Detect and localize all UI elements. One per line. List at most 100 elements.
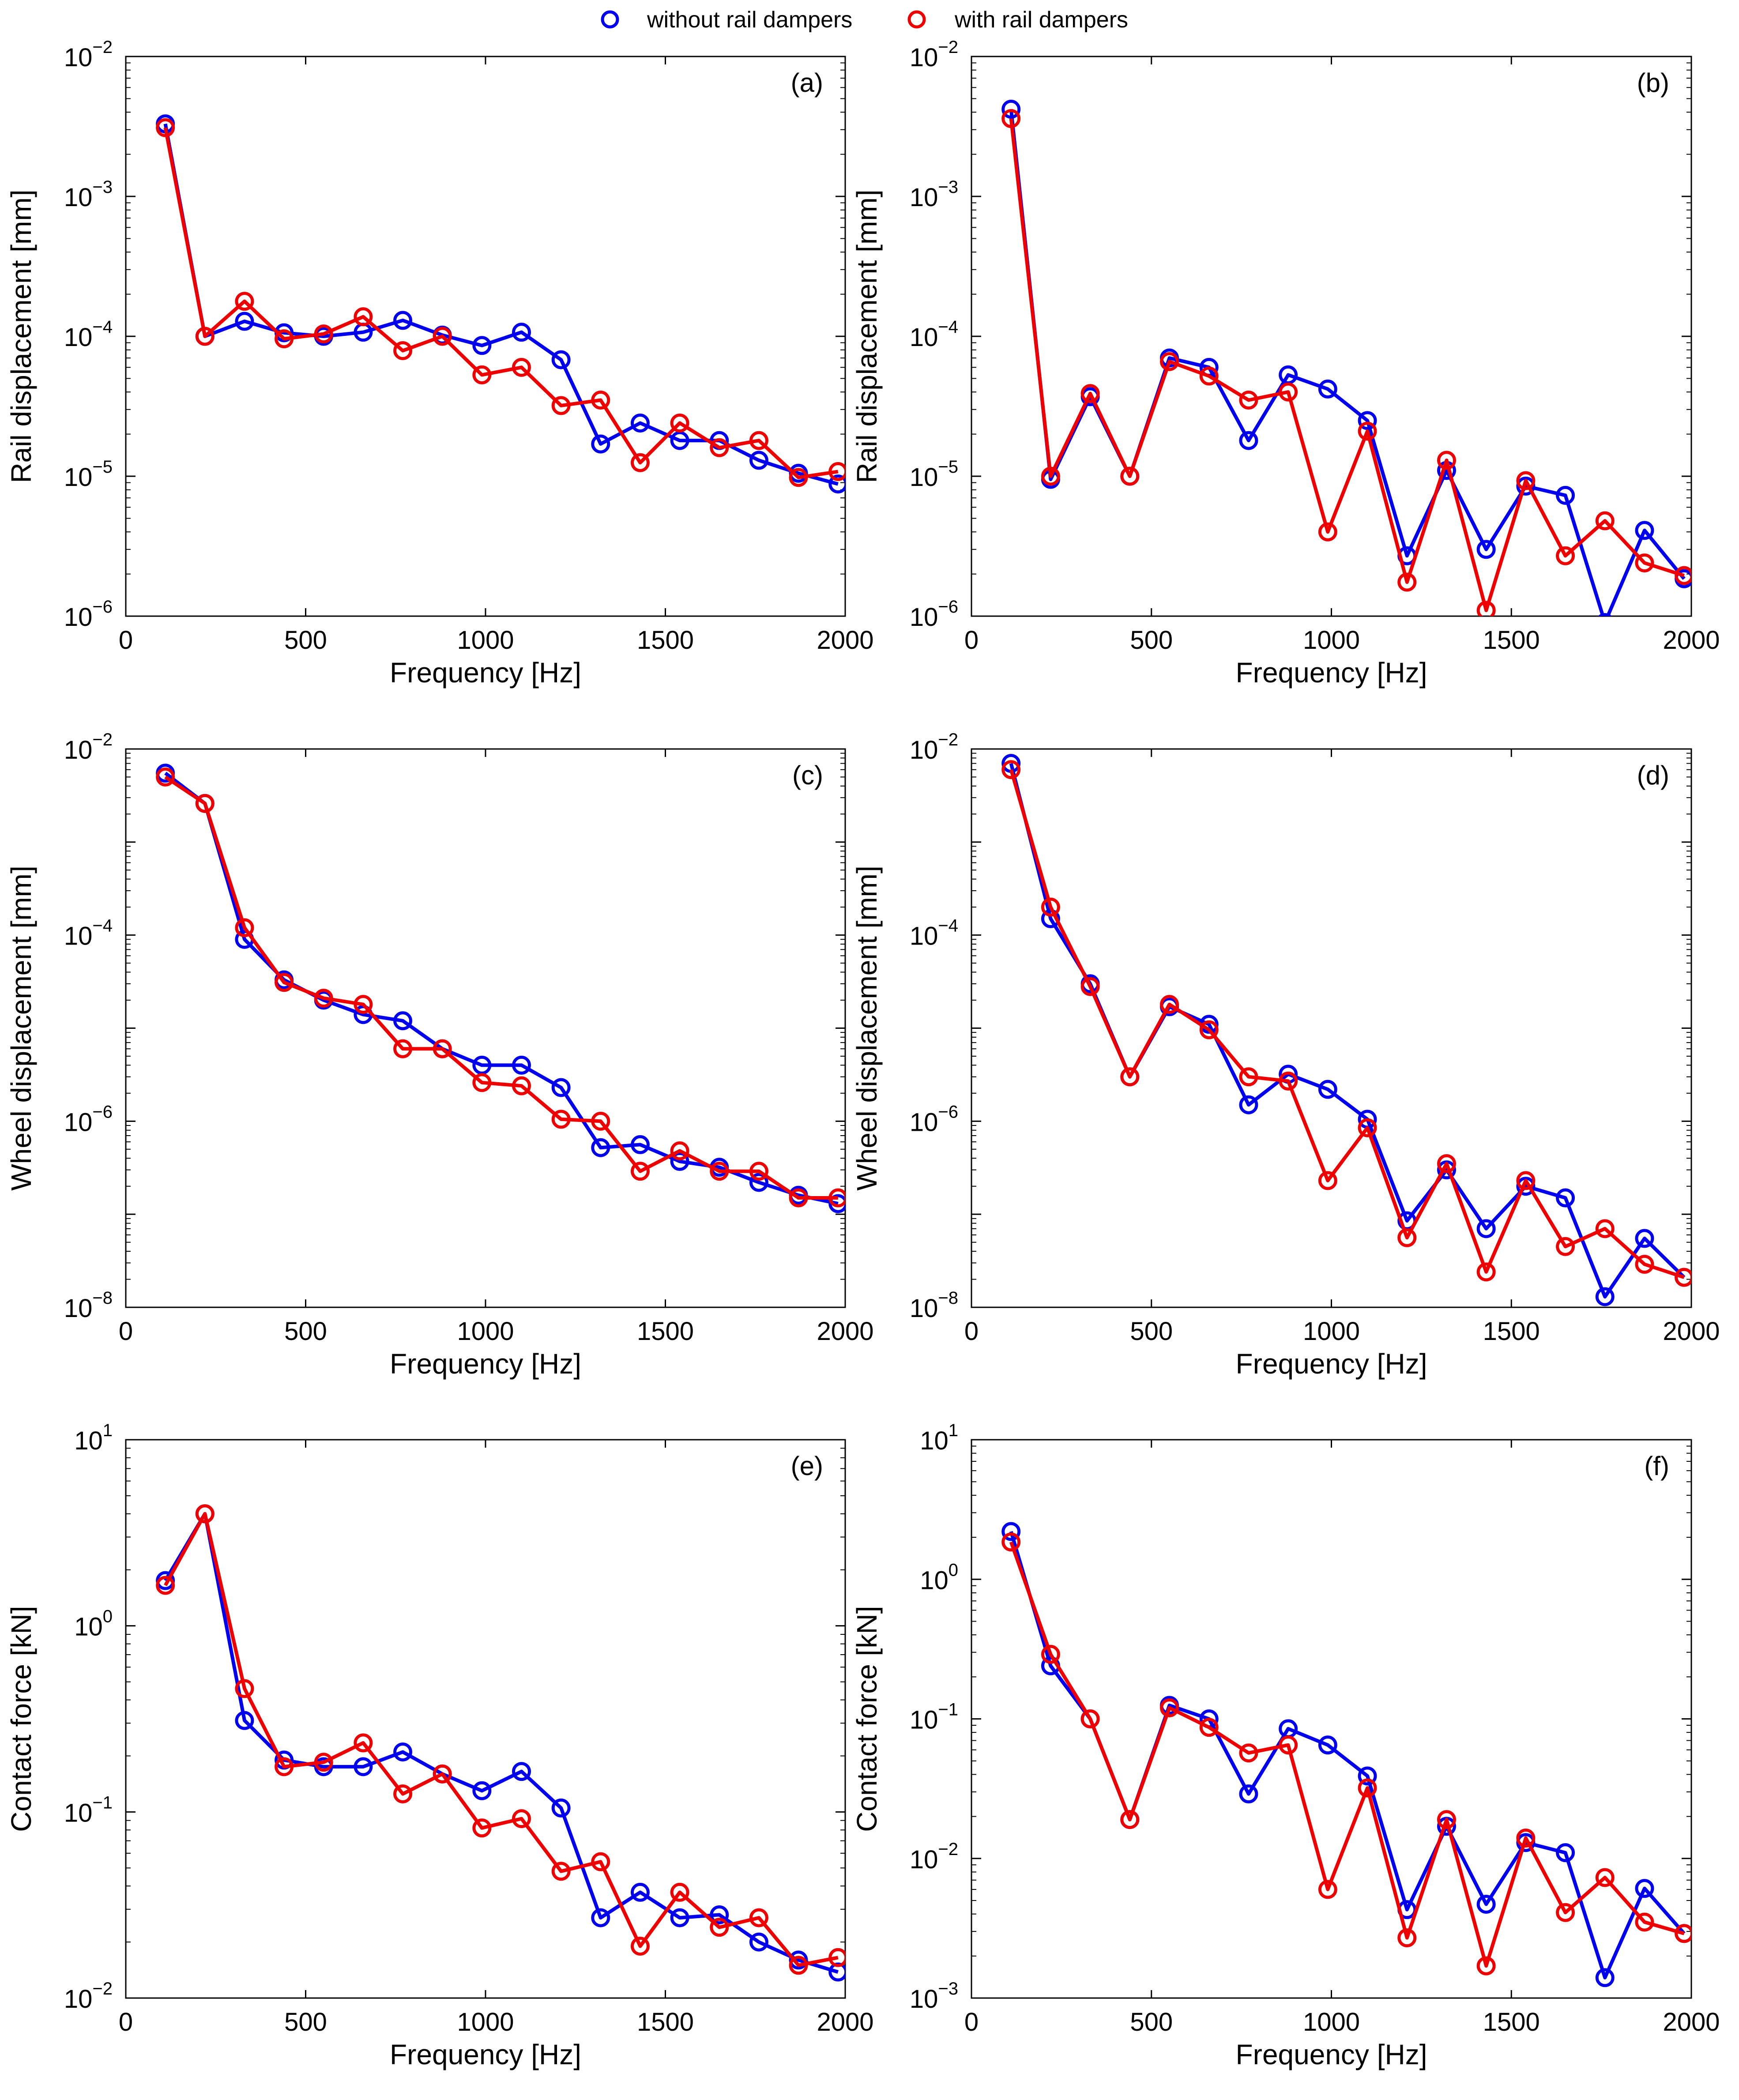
data-point [1437,1154,1456,1173]
data-point [1239,1095,1258,1114]
y-axis-label: Contact force [kN] [5,1606,37,1832]
data-point [1595,1219,1615,1238]
panels: 0 500 1000 1500 200010−610−510−410−310−2Freq… [5,38,1720,2070]
y-tick-label: 10−8 [64,1288,113,1323]
data-point [1199,1718,1219,1737]
data-point [1595,1868,1615,1887]
data-point [1239,431,1258,450]
data-point [472,336,492,355]
data-point [1675,566,1691,585]
panel-label: (f) [1644,1451,1669,1481]
data-point [156,767,175,787]
data-point [1556,1903,1575,1922]
data-point [1001,99,1021,119]
data-point [789,468,808,487]
data-point [275,1757,294,1776]
data-point [591,1138,610,1157]
y-tick-label: 101 [74,1421,113,1455]
data-point [670,1152,689,1171]
x-tick-label: 0 [964,2008,979,2036]
data-point [195,1504,215,1524]
x-tick-label: 1500 [1483,2008,1540,2036]
data-point [1120,467,1140,486]
y-tick-label: 100 [920,1560,958,1595]
data-point [551,1078,571,1097]
data-point [354,307,373,327]
data-point [1199,366,1219,386]
data-point [393,1742,413,1761]
data-point [1279,382,1298,402]
series-without-dampers [1001,754,1691,1306]
y-axis-label: Rail displacement [mm] [851,189,883,483]
y-tick-label: 10−5 [910,457,958,492]
data-point [591,1852,610,1871]
x-tick-label: 500 [1130,1317,1173,1346]
data-point [393,1011,413,1031]
data-point [275,973,294,992]
x-tick-label: 2000 [817,2008,873,2036]
data-point [472,1073,492,1092]
data-point [630,453,650,472]
data-point [551,350,571,369]
data-point [512,1809,531,1829]
x-tick-label: 1000 [457,2008,514,2036]
y-tick-label: 10−4 [910,317,958,352]
data-point [275,329,294,349]
x-tick-label: 1000 [457,1317,514,1346]
data-point [354,995,373,1014]
data-point [472,1781,492,1800]
data-point [1635,1229,1654,1248]
x-tick-label: 1500 [637,626,694,655]
series-without-dampers [156,1504,845,1982]
data-point [512,358,531,377]
data-point [472,365,492,384]
data-point [156,118,175,137]
data-point [156,1576,175,1595]
plot-frame [125,748,846,1308]
x-tick-label: 2000 [1663,2008,1720,2036]
data-point [630,1135,650,1154]
panel-label: (a) [791,68,823,98]
data-point [1675,1268,1691,1287]
series-with-dampers [156,1504,845,1975]
data-point [670,1141,689,1161]
series-line [163,127,839,479]
data-point [1635,1255,1654,1274]
series-line [1009,769,1685,1279]
data-point [630,1936,650,1956]
data-point [1080,384,1100,403]
data-point [314,324,333,344]
data-point [749,1162,768,1181]
series-with-dampers [1001,109,1691,616]
data-point [1476,1219,1496,1238]
data-point [1318,1080,1337,1099]
data-point [591,434,610,454]
data-point [195,794,215,813]
plot-frame [125,56,846,617]
data-point [1675,1924,1691,1943]
data-point [1635,1879,1654,1898]
panel-e: 0 500 1000 1500 2000 10−2 10−1 100 101 Frequency … [5,1421,874,2070]
series-line [164,1512,839,1967]
data-point [1556,1188,1575,1208]
series-with-dampers [156,118,845,487]
data-point [1080,977,1100,996]
data-point [1516,1171,1536,1190]
series-without-dampers [156,764,845,1213]
x-tick-label: 0 [119,2008,133,2036]
data-point [828,462,845,481]
data-point [1476,1956,1496,1976]
plot-frame [125,1439,846,1999]
x-axis-label: Frequency [Hz] [390,1348,581,1380]
data-point [512,1076,531,1095]
x-axis-label: Frequency [Hz] [390,657,581,689]
x-tick-label: 0 [119,1317,133,1346]
y-tick-label: 10−3 [910,1979,958,2013]
x-tick-label: 500 [284,1317,327,1346]
data-point [1239,391,1258,410]
y-tick-label: 10−4 [910,916,958,951]
data-point [1595,511,1615,531]
data-point [433,1039,452,1058]
data-point [393,341,413,360]
data-point [1318,379,1337,399]
